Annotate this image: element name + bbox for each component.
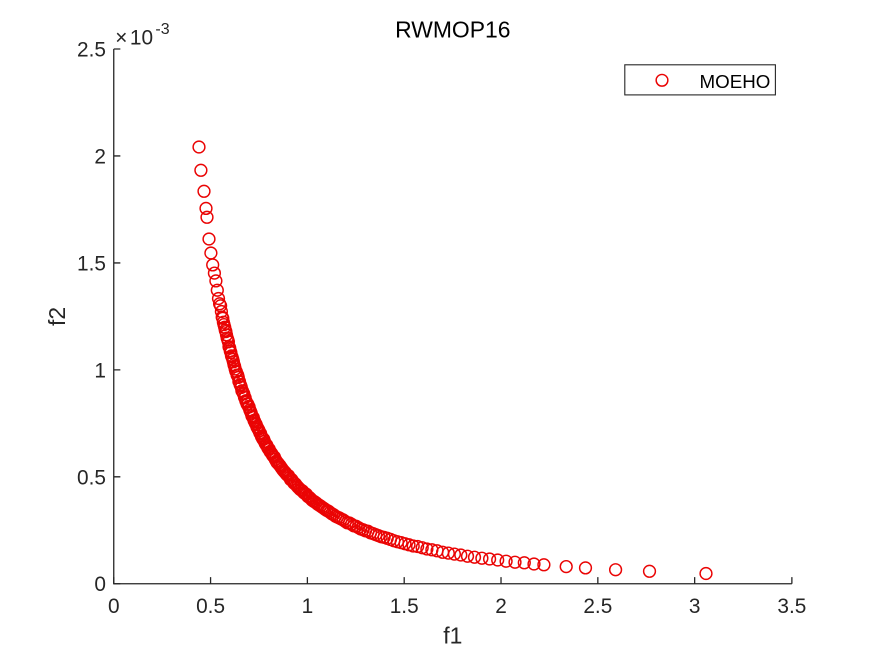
svg-text:f2: f2 bbox=[44, 307, 70, 326]
svg-text:2: 2 bbox=[495, 595, 507, 618]
svg-text:1: 1 bbox=[302, 595, 314, 618]
svg-text:RWMOP16: RWMOP16 bbox=[395, 16, 510, 42]
svg-text:0: 0 bbox=[94, 573, 106, 596]
svg-text:1.5: 1.5 bbox=[77, 252, 106, 275]
svg-text:2.5: 2.5 bbox=[77, 39, 106, 62]
svg-text:2: 2 bbox=[94, 145, 106, 168]
svg-text:f1: f1 bbox=[443, 622, 462, 648]
svg-text:0.5: 0.5 bbox=[196, 595, 225, 618]
svg-text:1.5: 1.5 bbox=[390, 595, 419, 618]
svg-text:3.5: 3.5 bbox=[777, 595, 806, 618]
svg-text:0: 0 bbox=[108, 595, 120, 618]
svg-text:0.5: 0.5 bbox=[77, 466, 106, 489]
svg-text:2.5: 2.5 bbox=[583, 595, 612, 618]
svg-text:MOEHO: MOEHO bbox=[700, 71, 771, 92]
svg-text:1: 1 bbox=[94, 359, 106, 382]
svg-text:3: 3 bbox=[689, 595, 701, 618]
svg-text:×10-3: × 10 -3 bbox=[115, 21, 169, 50]
